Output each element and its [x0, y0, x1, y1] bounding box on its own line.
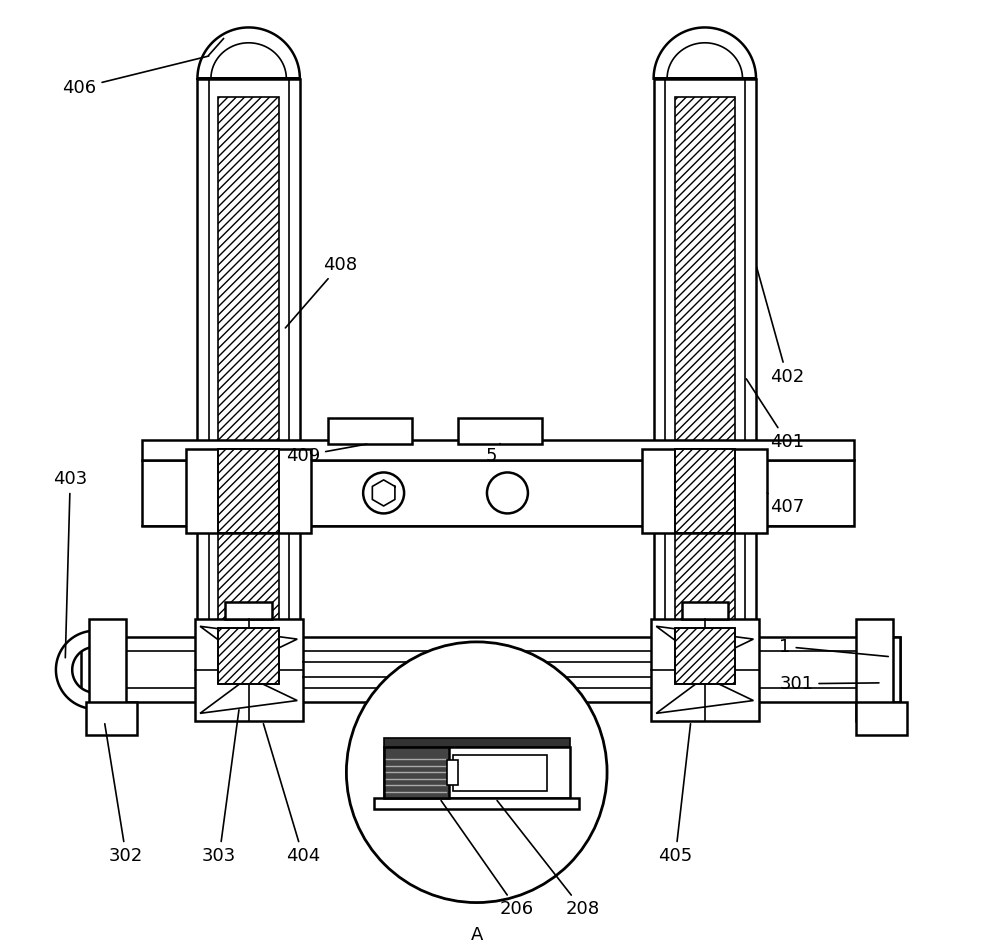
Bar: [384, 747, 570, 798]
Bar: [218, 97, 279, 637]
Bar: [654, 79, 756, 656]
Bar: [675, 628, 735, 684]
Text: 303: 303: [202, 710, 239, 865]
Bar: [682, 602, 728, 618]
Text: 409: 409: [286, 444, 367, 465]
Bar: [218, 628, 279, 684]
Circle shape: [487, 472, 528, 513]
Bar: [384, 747, 449, 798]
Text: 401: 401: [746, 379, 804, 450]
Text: 407: 407: [767, 493, 804, 516]
Bar: [328, 417, 412, 444]
Bar: [89, 618, 126, 721]
Text: 206: 206: [441, 801, 534, 918]
Bar: [225, 602, 272, 618]
Polygon shape: [654, 28, 756, 79]
Bar: [675, 449, 735, 533]
Bar: [197, 79, 300, 656]
Text: 405: 405: [658, 724, 693, 865]
Text: 402: 402: [757, 268, 804, 386]
Circle shape: [346, 642, 607, 902]
Bar: [651, 618, 759, 721]
Bar: [675, 449, 735, 533]
Polygon shape: [656, 626, 753, 662]
Text: A: A: [471, 926, 483, 944]
Bar: [186, 449, 311, 533]
Bar: [195, 618, 303, 721]
Text: 406: 406: [62, 56, 209, 97]
Bar: [142, 461, 854, 525]
Text: 403: 403: [53, 470, 87, 657]
Polygon shape: [200, 626, 297, 662]
Bar: [142, 440, 854, 461]
Polygon shape: [656, 677, 753, 713]
Bar: [453, 754, 547, 790]
Bar: [374, 798, 579, 809]
Bar: [81, 637, 900, 702]
Text: 5: 5: [486, 444, 500, 465]
Bar: [218, 628, 279, 684]
Bar: [458, 417, 542, 444]
Bar: [447, 760, 458, 786]
Polygon shape: [56, 631, 95, 709]
Bar: [86, 702, 137, 735]
Bar: [675, 628, 735, 684]
Text: 302: 302: [105, 724, 143, 865]
Bar: [384, 738, 570, 747]
Bar: [858, 637, 900, 702]
Bar: [856, 618, 893, 721]
Bar: [218, 449, 279, 533]
Text: 301: 301: [779, 674, 879, 693]
Bar: [856, 702, 907, 735]
Polygon shape: [200, 677, 297, 713]
Circle shape: [363, 472, 404, 513]
Text: 408: 408: [285, 256, 357, 328]
Bar: [218, 449, 279, 533]
Bar: [642, 449, 767, 533]
Text: 208: 208: [497, 801, 599, 918]
Text: 404: 404: [263, 724, 320, 865]
Polygon shape: [197, 28, 300, 79]
Text: 1: 1: [779, 637, 888, 656]
Bar: [675, 97, 735, 637]
